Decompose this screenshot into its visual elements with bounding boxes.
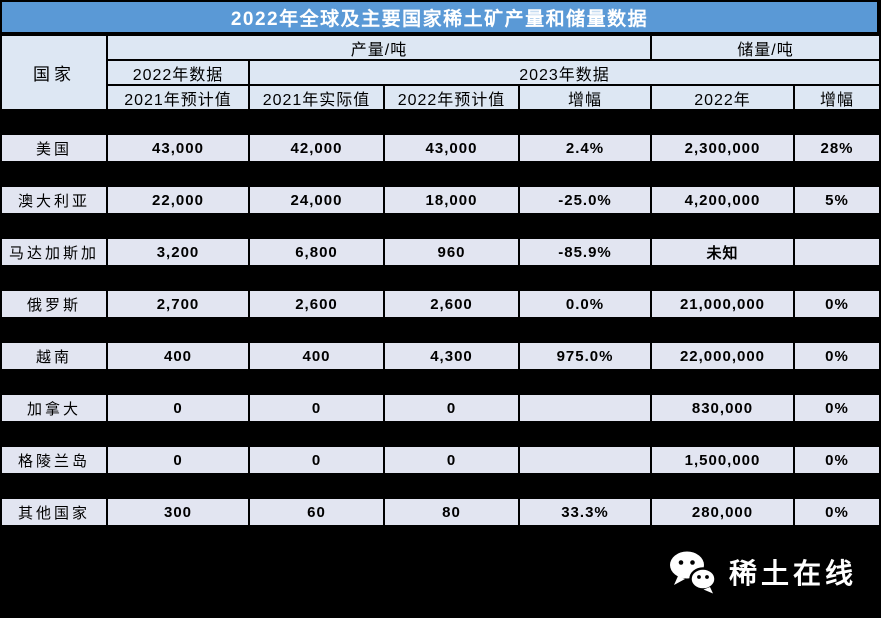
value-2021-actual: 400: [250, 343, 383, 369]
table-title: 2022年全球及主要国家稀土矿产量和储量数据: [2, 2, 877, 32]
value-2021-actual: 60: [250, 499, 383, 525]
value-2022-forecast: 960: [385, 239, 518, 265]
value-reserves-growth: 0%: [795, 395, 879, 421]
value-reserves-growth: 0%: [795, 499, 879, 525]
col-header-reserves-growth: 增幅: [795, 86, 879, 109]
value-reserves-growth: [795, 239, 879, 265]
col-header-production-growth: 增幅: [520, 86, 650, 109]
table-header: 国家 产量/吨 储量/吨 2022年数据 2023年数据 2021年预计值 20…: [2, 36, 879, 109]
value-reserves-2022: 22,000,000: [652, 343, 793, 369]
value-production-growth: [520, 395, 650, 421]
value-reserves-2022: 830,000: [652, 395, 793, 421]
value-production-growth: -85.9%: [520, 239, 650, 265]
value-2021-actual: 24,000: [250, 187, 383, 213]
country-cell: 马达加斯加: [2, 239, 106, 265]
value-production-growth: 975.0%: [520, 343, 650, 369]
value-production-growth: 2.4%: [520, 135, 650, 161]
table-row: 美国 43,000 42,000 43,000 2.4% 2,300,000 2…: [2, 135, 879, 161]
value-2021-forecast: 2,700: [108, 291, 248, 317]
value-2021-actual: 0: [250, 395, 383, 421]
wechat-icon: [669, 551, 717, 594]
value-reserves-2022: 2,300,000: [652, 135, 793, 161]
value-2021-forecast: 0: [108, 395, 248, 421]
country-cell: 美国: [2, 135, 106, 161]
table-row: 俄罗斯 2,700 2,600 2,600 0.0% 21,000,000 0%: [2, 291, 879, 317]
value-2021-forecast: 0: [108, 447, 248, 473]
value-2022-forecast: 4,300: [385, 343, 518, 369]
value-reserves-2022: 1,500,000: [652, 447, 793, 473]
value-production-growth: -25.0%: [520, 187, 650, 213]
value-2022-forecast: 0: [385, 447, 518, 473]
value-reserves-growth: 5%: [795, 187, 879, 213]
value-production-growth: [520, 447, 650, 473]
value-2021-forecast: 300: [108, 499, 248, 525]
value-production-growth: 33.3%: [520, 499, 650, 525]
value-2021-forecast: 22,000: [108, 187, 248, 213]
value-reserves-growth: 28%: [795, 135, 879, 161]
value-2022-forecast: 2,600: [385, 291, 518, 317]
value-2022-forecast: 18,000: [385, 187, 518, 213]
table-row: 马达加斯加 3,200 6,800 960 -85.9% 未知: [2, 239, 879, 265]
value-2021-actual: 42,000: [250, 135, 383, 161]
value-2021-actual: 0: [250, 447, 383, 473]
header-reserves-group: 储量/吨: [652, 36, 879, 59]
country-cell: 俄罗斯: [2, 291, 106, 317]
value-2022-forecast: 43,000: [385, 135, 518, 161]
value-reserves-growth: 0%: [795, 343, 879, 369]
col-header-2021-forecast: 2021年预计值: [108, 86, 248, 109]
value-reserves-2022: 21,000,000: [652, 291, 793, 317]
country-cell: 越南: [2, 343, 106, 369]
value-2021-forecast: 400: [108, 343, 248, 369]
table-row: 澳大利亚 22,000 24,000 18,000 -25.0% 4,200,0…: [2, 187, 879, 213]
watermark-label: 稀土在线: [728, 558, 857, 589]
col-header-reserves-2022: 2022年: [652, 86, 793, 109]
value-2022-forecast: 80: [385, 499, 518, 525]
value-reserves-2022: 4,200,000: [652, 187, 793, 213]
value-production-growth: 0.0%: [520, 291, 650, 317]
table-row: 其他国家 300 60 80 33.3% 280,000 0%: [2, 499, 879, 525]
header-country: 国家: [2, 36, 106, 109]
country-cell: 澳大利亚: [2, 187, 106, 213]
value-2022-forecast: 0: [385, 395, 518, 421]
table-body: 美国 43,000 42,000 43,000 2.4% 2,300,000 2…: [2, 107, 879, 525]
country-cell: 其他国家: [2, 499, 106, 525]
value-2021-forecast: 3,200: [108, 239, 248, 265]
value-reserves-growth: 0%: [795, 447, 879, 473]
col-header-2021-actual: 2021年实际值: [250, 86, 383, 109]
table-row: 加拿大 0 0 0 830,000 0%: [2, 395, 879, 421]
country-cell: 格陵兰岛: [2, 447, 106, 473]
value-reserves-2022: 未知: [652, 239, 793, 265]
country-cell: 加拿大: [2, 395, 106, 421]
header-2022-data: 2022年数据: [108, 61, 248, 84]
watermark: 稀土在线: [669, 550, 857, 594]
value-2021-forecast: 43,000: [108, 135, 248, 161]
header-production-group: 产量/吨: [108, 36, 650, 59]
value-reserves-growth: 0%: [795, 291, 879, 317]
value-2021-actual: 2,600: [250, 291, 383, 317]
value-2021-actual: 6,800: [250, 239, 383, 265]
table-row: 越南 400 400 4,300 975.0% 22,000,000 0%: [2, 343, 879, 369]
table-row: 格陵兰岛 0 0 0 1,500,000 0%: [2, 447, 879, 473]
header-2023-data: 2023年数据: [250, 61, 879, 84]
value-reserves-2022: 280,000: [652, 499, 793, 525]
col-header-2022-forecast: 2022年预计值: [385, 86, 518, 109]
